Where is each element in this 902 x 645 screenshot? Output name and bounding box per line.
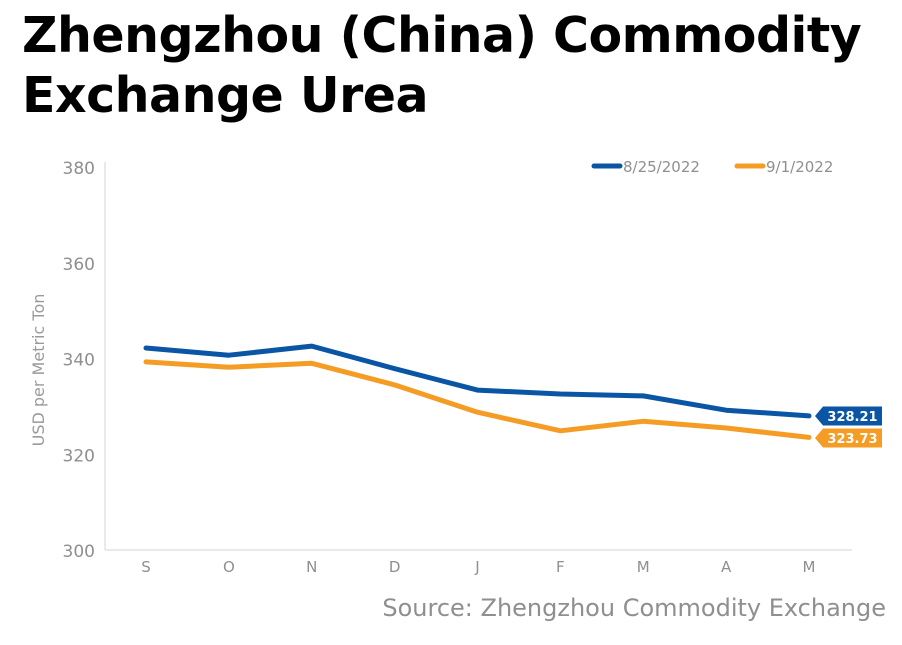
legend-label-0: 8/25/2022 [623, 158, 700, 176]
end-label-text: 323.73 [827, 432, 877, 447]
series-lines [146, 346, 809, 437]
x-tick-label: A [721, 558, 732, 576]
x-tick-label: M [803, 558, 816, 576]
legend-label-1: 9/1/2022 [766, 158, 833, 176]
series-line-0 [146, 346, 809, 416]
end-label-text: 328.21 [827, 410, 877, 425]
x-tick-label: M [637, 558, 650, 576]
x-tick-label: S [141, 558, 151, 576]
x-tick-label: D [389, 558, 401, 576]
end-labels: 328.21 323.73 [815, 406, 882, 447]
source-note: Source: Zhengzhou Commodity Exchange [382, 594, 886, 622]
y-axis-label: USD per Metric Ton [29, 294, 48, 447]
y-tick-label: 360 [63, 255, 95, 275]
x-tick-label: O [223, 558, 235, 576]
end-label-1: 323.73 [815, 428, 882, 447]
y-tick-label: 340 [63, 351, 95, 371]
y-tick-labels: 300 320 340 360 380 [63, 159, 95, 562]
series-line-1 [146, 362, 809, 438]
x-tick-label: F [556, 558, 565, 576]
y-tick-label: 380 [63, 159, 95, 179]
end-label-0: 328.21 [815, 406, 882, 425]
y-tick-label: 300 [63, 542, 95, 562]
x-tick-label: N [306, 558, 317, 576]
x-tick-label: J [474, 558, 479, 576]
y-tick-label: 320 [63, 446, 95, 466]
legend: 8/25/2022 9/1/2022 [594, 158, 833, 176]
